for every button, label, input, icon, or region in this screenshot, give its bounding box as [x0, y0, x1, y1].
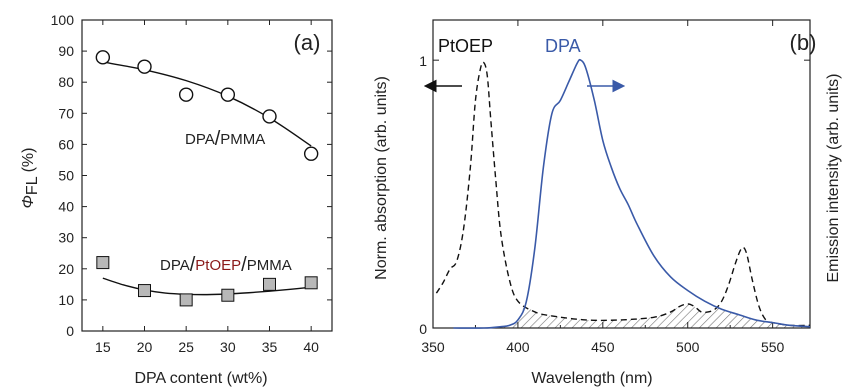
panel-b-frame: [432, 19, 811, 329]
panel-a-x-axis-label: DPA content (wt%): [134, 370, 267, 387]
panel-a-x-tick-label: 30: [220, 339, 236, 355]
panel-b-y-tick-label: 1: [419, 53, 427, 69]
panel-a-y-tick-label: 40: [58, 199, 74, 215]
overlap-hatched-area: [483, 303, 810, 328]
panel-a-y-tick-label: 20: [58, 261, 74, 277]
panel-a-y-tick-label: 80: [58, 74, 74, 90]
panel-a-x-tick-label: 40: [303, 339, 319, 355]
panel-a-x-tick-label: 35: [262, 339, 278, 355]
panel-a-y-axis-label: ΦFL(%): [20, 148, 41, 209]
series-2-label: DPA/PtOEP/PMMA: [160, 254, 292, 276]
data-point-square: [263, 277, 276, 291]
panel-a-y-tick-label: 70: [58, 105, 74, 121]
dpa-emission-line: [453, 58, 811, 329]
panel-a-y-tick-label: 90: [58, 43, 74, 59]
panel-a-y-tick-label: 100: [51, 12, 75, 28]
panel-b-x-axis-label: Wavelength (nm): [531, 370, 652, 387]
data-point-square: [96, 256, 110, 270]
panel-a-x-tick-label: 15: [95, 339, 111, 355]
series-1-label: DPA/PMMA: [185, 128, 265, 150]
panel-a-y-tick-label: 10: [58, 292, 74, 308]
panel-b-x-tick-label: 400: [506, 339, 530, 355]
panel-a-x-tick-label: 25: [178, 339, 194, 355]
panel-a-markers: [95, 50, 319, 307]
panel-a-y-tick-label: 30: [58, 230, 74, 246]
panel-b-x-tick-label: 450: [591, 339, 615, 355]
data-point-circle: [95, 50, 111, 65]
data-point-circle: [303, 146, 319, 161]
data-point-circle: [262, 109, 277, 124]
panel-b-left-y-axis-label: Norm. absorption (arb. units): [373, 76, 390, 280]
panel-a-y-tick-label: 50: [58, 168, 74, 184]
ptoep-legend-label: PtOEP: [438, 36, 493, 56]
data-point-circle: [220, 87, 236, 102]
data-point-square: [179, 293, 193, 307]
data-point-square: [138, 284, 151, 298]
panel-b: 350 400 450 500 550 0 1 (b) PtOEP DPA Waveleng…: [373, 19, 842, 387]
panel-b-x-tick-label: 550: [761, 339, 785, 355]
fit-line-series-2: [102, 277, 312, 296]
panel-a-ticks: 15 20 25 30 35 40 0 10 20 30 40 50 60 70 80 90 100: [51, 12, 332, 355]
panel-a-label: (a): [294, 30, 321, 55]
panel-a-y-tick-label: 0: [66, 323, 74, 339]
panel-b-ticks: 350 400 450 500 550 0 1: [419, 20, 810, 355]
panel-a-y-tick-label: 60: [58, 136, 74, 152]
ptoep-absorption-line: [435, 61, 811, 327]
data-point-square: [304, 276, 318, 290]
panel-b-x-tick-label: 500: [676, 339, 700, 355]
panel-b-x-tick-label: 350: [421, 339, 445, 355]
data-point-circle: [137, 59, 152, 74]
data-point-circle: [178, 87, 194, 102]
panel-b-right-y-axis-label: Emission intensity (arb. units): [825, 74, 842, 283]
data-point-square: [221, 288, 235, 302]
panel-b-label: (b): [790, 30, 817, 55]
dpa-legend-label: DPA: [545, 36, 581, 56]
panel-b-y-tick-label: 0: [419, 321, 427, 337]
panel-a-x-tick-label: 20: [137, 339, 153, 355]
panel-a: 15 20 25 30 35 40 0 10 20 30 40 50 60 70 80 90 100 (a) D…: [20, 12, 333, 387]
